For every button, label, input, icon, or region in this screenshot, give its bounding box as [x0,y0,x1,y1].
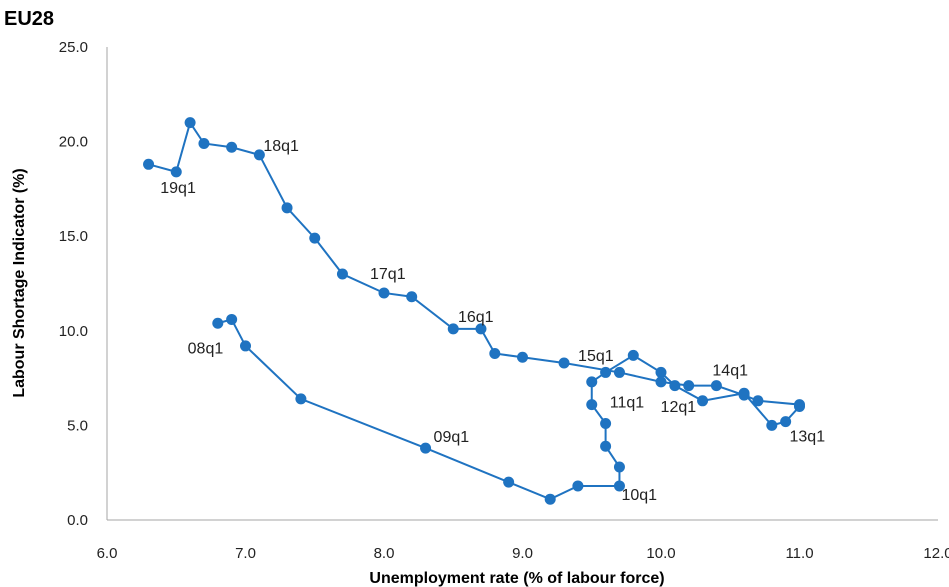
y-tick-label: 20.0 [59,134,88,151]
point-label: 12q1 [661,399,697,416]
data-point [253,149,265,161]
data-point [572,480,584,492]
point-label: 09q1 [434,429,470,446]
data-point [170,166,182,178]
data-point [198,137,210,149]
data-point [184,117,196,129]
x-tick-label: 12.0 [923,545,949,562]
data-point [586,376,598,388]
x-tick-label: 11.0 [785,545,813,562]
point-label: 15q1 [578,348,614,365]
data-point [336,268,348,280]
chart-title: EU28 [4,8,55,30]
data-point [517,351,528,363]
data-point [281,202,293,214]
y-tick-label: 15.0 [59,228,88,245]
data-point [143,158,155,170]
data-point [697,395,709,407]
y-tick-label: 0.0 [67,512,88,529]
y-tick-label: 5.0 [67,417,88,434]
x-tick-label: 7.0 [235,545,256,562]
data-point [600,440,612,452]
data-point [212,317,224,329]
data-point [613,366,625,378]
x-tick-label: 6.0 [97,545,118,562]
data-point [752,395,764,407]
data-point [295,393,307,405]
point-label: 19q1 [160,180,196,197]
data-point [226,141,238,153]
data-point [655,366,667,378]
data-point [766,419,778,431]
tick-labels: 6.0 7.0 8.0 9.0 10.0 11.0 12.0 0.0 5.0 10.0 15.0 20… [59,39,949,562]
data-point [378,287,390,299]
data-point [710,380,722,392]
data-point [738,389,750,401]
data-point [406,291,418,303]
point-label: 13q1 [790,428,826,445]
axes [106,47,938,521]
data-point [613,461,625,473]
data-point [655,376,667,388]
x-tick-label: 9.0 [512,545,533,562]
y-tick-label: 10.0 [59,323,88,340]
data-point [600,418,612,430]
data-point [447,323,459,335]
data-point [544,493,556,505]
y-axis-title: Labour Shortage Indicator (%) [11,168,28,397]
point-label: 18q1 [263,138,299,155]
data-point [240,340,251,352]
data-point [420,442,432,454]
data-point [226,313,238,325]
data-point [489,348,501,360]
data-point [794,399,805,411]
data-point [586,399,598,411]
data-point [669,380,681,392]
data-point [503,476,515,488]
data-point [627,349,639,361]
point-label: 08q1 [188,340,224,357]
data-point [683,380,695,392]
x-axis-title: Unemployment rate (% of labour force) [369,570,664,587]
data-point [475,323,487,335]
point-label: 14q1 [712,363,748,380]
x-tick-label: 10.0 [646,545,675,562]
point-labels: 08q1 09q1 10q1 11q1 12q1 13q1 14q1 15q1 16q1 17q1… [160,138,825,504]
point-label: 17q1 [370,266,406,283]
data-point [613,480,625,492]
data-point [309,232,321,244]
data-point [600,366,612,378]
point-label: 10q1 [621,487,657,504]
data-point [780,416,792,428]
x-tick-label: 8.0 [374,545,395,562]
series-markers [143,117,805,505]
point-label: 16q1 [458,309,494,326]
point-label: 11q1 [610,395,645,412]
y-tick-label: 25.0 [59,39,88,56]
data-point [558,357,570,369]
